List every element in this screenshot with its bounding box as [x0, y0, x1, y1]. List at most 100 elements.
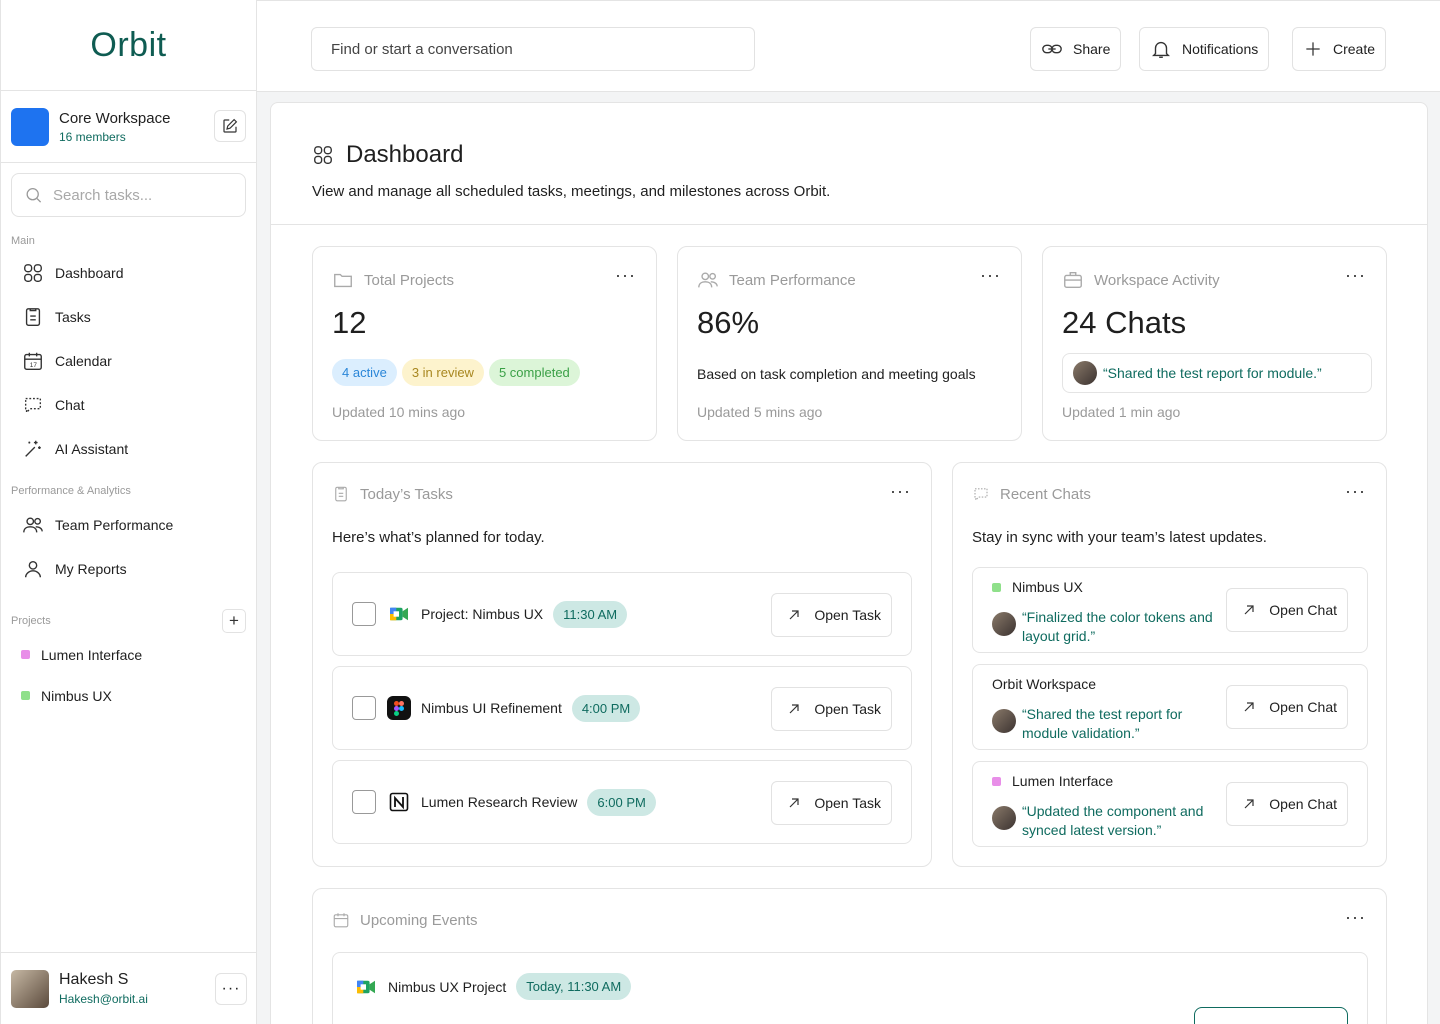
link-icon	[1041, 38, 1063, 60]
sidebar-item-chat[interactable]: Chat	[1, 383, 256, 427]
chat-message-line: “Finalized the color tokens and	[1022, 609, 1213, 625]
task-checkbox[interactable]	[352, 790, 376, 814]
conversation-search[interactable]: Find or start a conversation	[311, 27, 755, 71]
people-icon	[697, 269, 719, 291]
open-task-label: Open Task	[814, 795, 881, 811]
notion-icon	[387, 790, 411, 814]
card-more-button[interactable]: ···	[1345, 907, 1366, 927]
project-item-lumen-interface[interactable]: Lumen Interface	[1, 634, 256, 675]
chat-message-line: “Shared the test report for	[1022, 706, 1183, 722]
workspace-switcher[interactable]: Core Workspace 16 members	[1, 91, 256, 163]
sidebar-item-team-performance[interactable]: Team Performance	[1, 503, 256, 547]
event-row[interactable]: Nimbus UX Project Today, 11:30 AM	[332, 952, 1368, 1024]
latest-activity[interactable]: “Shared the test report for module.”	[1062, 353, 1372, 393]
sidebar-item-calendar[interactable]: 17 Calendar	[1, 339, 256, 383]
total-projects-value: 12	[332, 305, 367, 340]
open-task-label: Open Task	[814, 701, 881, 717]
total-projects-card: Total Projects ··· 12 4 active 3 in revie…	[312, 246, 657, 441]
sidebar-item-my-reports[interactable]: My Reports	[1, 547, 256, 591]
analytics-section-label: Performance & Analytics	[11, 485, 131, 497]
user-avatar	[11, 969, 49, 1008]
task-row[interactable]: Project: Nimbus UX 11:30 AM Open Task	[332, 572, 912, 656]
chat-name: Orbit Workspace	[992, 676, 1096, 692]
card-more-button[interactable]: ···	[890, 481, 911, 501]
project-color-dot	[21, 650, 30, 659]
card-title: Team Performance	[729, 271, 856, 289]
sparkle-icon	[21, 438, 45, 460]
project-color-dot	[992, 582, 1001, 592]
sidebar-item-label: My Reports	[55, 561, 127, 577]
notifications-button[interactable]: Notifications	[1139, 27, 1270, 71]
chats-subtitle: Stay in sync with your team’s latest upd…	[972, 529, 1267, 546]
dashboard-header: Dashboard View and manage all scheduled …	[271, 103, 1427, 225]
card-more-button[interactable]: ···	[615, 265, 636, 285]
edit-workspace-button[interactable]	[214, 110, 246, 142]
app-logo[interactable]: Orbit	[1, 0, 256, 91]
conversation-search-placeholder: Find or start a conversation	[331, 40, 513, 58]
task-name: Project: Nimbus UX	[421, 606, 544, 622]
updated-text: Updated 10 mins ago	[332, 404, 466, 420]
edit-icon	[223, 118, 238, 133]
updated-text: Updated 5 mins ago	[697, 404, 823, 420]
avatar	[1073, 361, 1097, 385]
avatar	[992, 709, 1016, 733]
card-more-button[interactable]: ···	[1345, 481, 1366, 501]
project-color-dot	[21, 691, 30, 700]
sidebar-search-input[interactable]	[53, 186, 233, 204]
chat-row[interactable]: Orbit Workspace “Shared the test report …	[972, 664, 1368, 750]
sidebar-item-ai-assistant[interactable]: AI Assistant	[1, 427, 256, 471]
share-button[interactable]: Share	[1030, 27, 1122, 71]
task-name: Nimbus UI Refinement	[421, 700, 562, 716]
task-checkbox[interactable]	[352, 696, 376, 720]
workspace-avatar	[11, 107, 49, 146]
task-time: 11:30 AM	[553, 600, 628, 628]
sidebar-item-tasks[interactable]: Tasks	[1, 295, 256, 339]
chat-icon	[972, 485, 990, 503]
clipboard-icon	[332, 485, 350, 503]
updated-text: Updated 1 min ago	[1062, 404, 1181, 420]
chat-message-line: synced latest version.”	[1022, 822, 1162, 838]
task-row[interactable]: Nimbus UI Refinement 4:00 PM Open Task	[332, 666, 912, 750]
page-title: Dashboard	[346, 141, 464, 168]
grid-icon	[312, 144, 334, 166]
sidebar-item-label: Calendar	[55, 353, 112, 369]
join-event-button[interactable]	[1194, 1007, 1348, 1024]
chat-message-line: “Updated the component and	[1022, 803, 1204, 819]
topbar: Find or start a conversation Share Notif…	[257, 0, 1440, 92]
more-icon: ···	[221, 980, 241, 997]
card-more-button[interactable]: ···	[1345, 265, 1366, 285]
open-task-button[interactable]: Open Task	[771, 781, 892, 825]
sidebar-item-label: AI Assistant	[55, 441, 129, 457]
active-badge: 4 active	[332, 359, 397, 386]
svg-text:17: 17	[30, 362, 38, 369]
user-profile[interactable]: Hakesh S Hakesh@orbit.ai ···	[1, 952, 257, 1024]
open-task-button[interactable]: Open Task	[771, 687, 892, 731]
bell-icon	[1150, 38, 1172, 60]
arrow-up-right-icon	[1241, 699, 1257, 715]
task-time: 6:00 PM	[587, 788, 656, 816]
page-subtitle: View and manage all scheduled tasks, mee…	[312, 183, 831, 200]
user-more-button[interactable]: ···	[215, 973, 247, 1005]
workspace-members: 16 members	[59, 129, 126, 144]
task-row[interactable]: Lumen Research Review 6:00 PM Open Task	[332, 760, 912, 844]
card-more-button[interactable]: ···	[980, 265, 1001, 285]
open-chat-button[interactable]: Open Chat	[1226, 588, 1348, 632]
projects-section-label: Projects	[11, 615, 51, 627]
chat-row[interactable]: Lumen Interface “Updated the component a…	[972, 761, 1368, 847]
project-item-nimbus-ux[interactable]: Nimbus UX	[1, 675, 256, 716]
open-chat-button[interactable]: Open Chat	[1226, 782, 1348, 826]
open-task-button[interactable]: Open Task	[771, 593, 892, 637]
plus-icon: +	[229, 611, 239, 630]
upcoming-events-card: Upcoming Events ··· Nimbus UX Project To…	[312, 888, 1387, 1024]
task-checkbox[interactable]	[352, 602, 376, 626]
create-button[interactable]: Create	[1292, 27, 1387, 71]
sidebar-item-dashboard[interactable]: Dashboard	[1, 251, 256, 295]
add-project-button[interactable]: +	[222, 609, 246, 633]
chat-row[interactable]: Nimbus UX “Finalized the color tokens an…	[972, 567, 1368, 653]
card-title: Recent Chats	[1000, 485, 1091, 503]
sidebar-search[interactable]	[11, 173, 246, 217]
sidebar-item-label: Team Performance	[55, 517, 174, 533]
open-chat-button[interactable]: Open Chat	[1226, 685, 1348, 729]
share-label: Share	[1073, 41, 1111, 57]
card-title: Total Projects	[364, 271, 455, 289]
